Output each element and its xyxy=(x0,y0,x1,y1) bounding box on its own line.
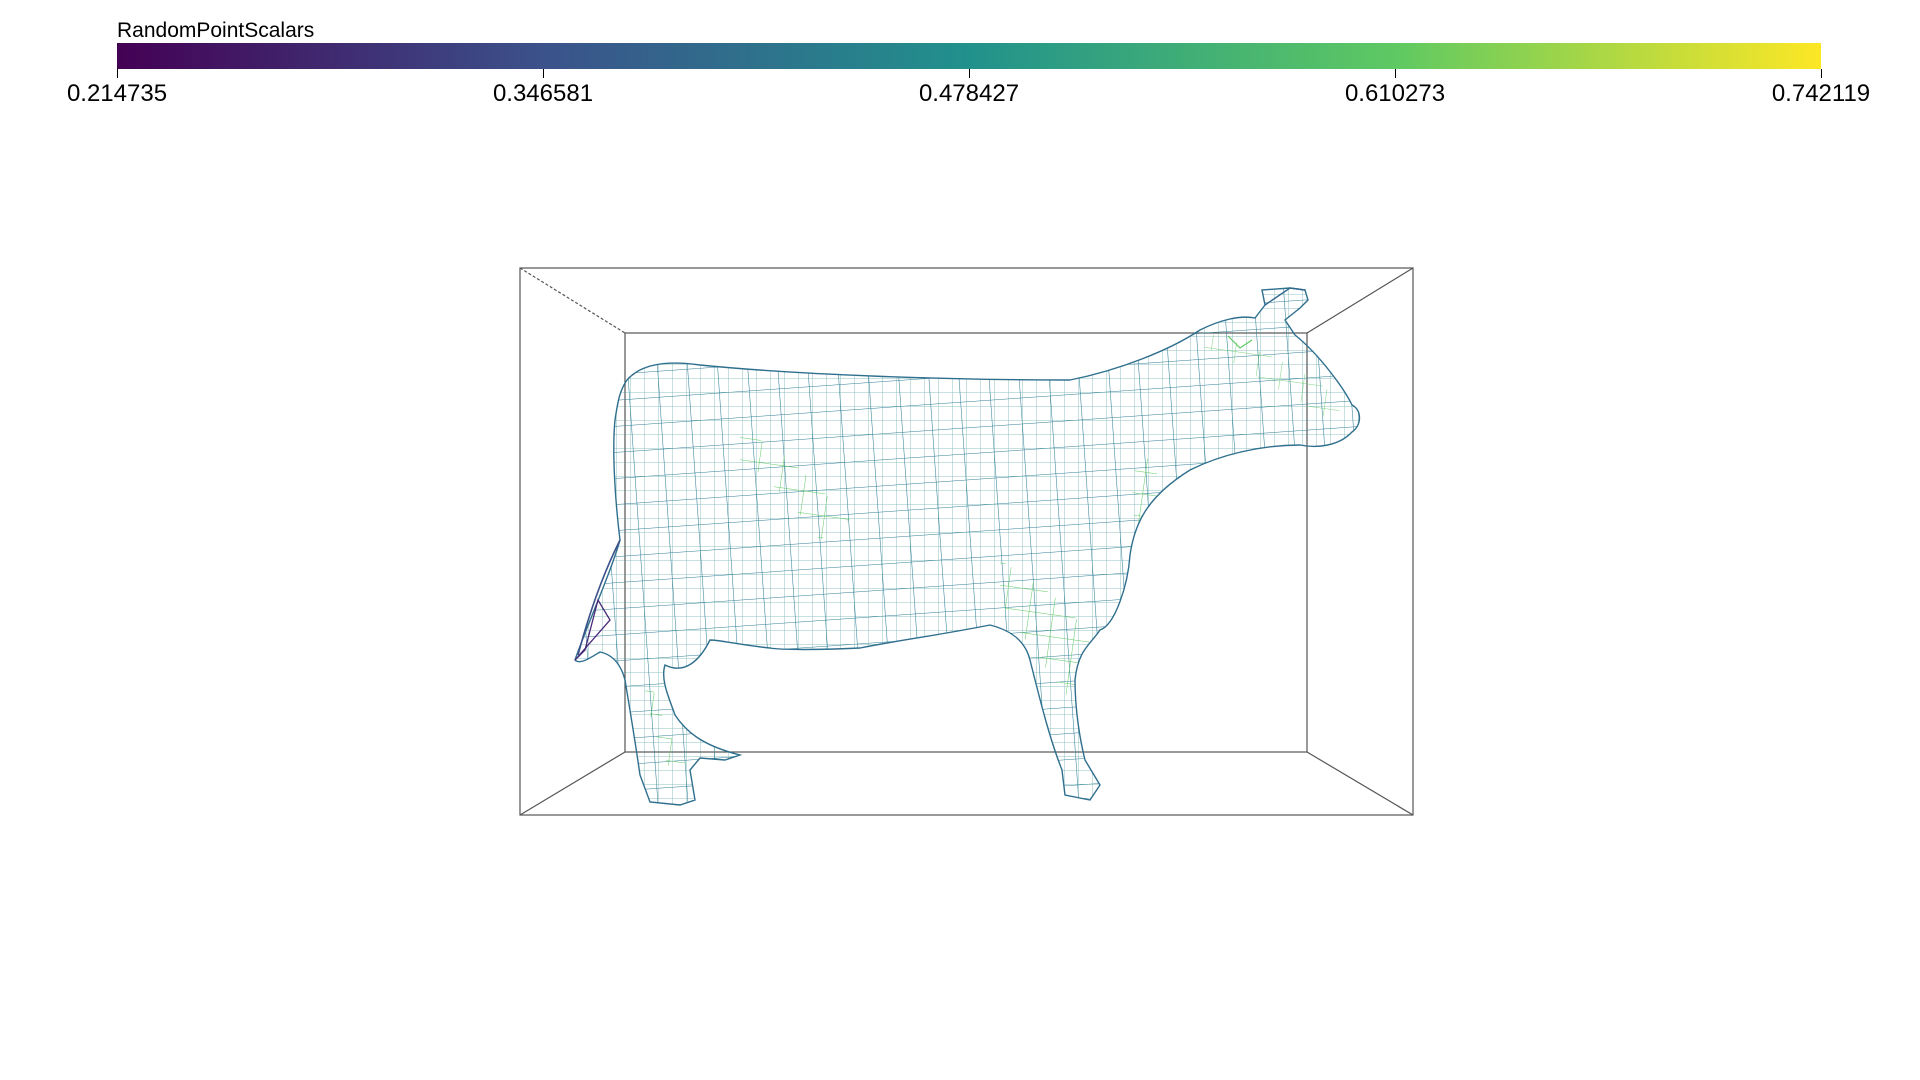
scalar-bar-tick xyxy=(543,69,544,78)
scalar-bar-tick-label: 0.610273 xyxy=(1344,80,1446,107)
cow-wireframe-mesh xyxy=(574,287,1361,806)
bounding-box-edge xyxy=(519,267,626,334)
scalar-bar-tick xyxy=(1821,69,1822,78)
scalar-bar-title: RandomPointScalars xyxy=(117,19,315,42)
scalar-bar-tick xyxy=(969,69,970,78)
scalar-bar-tick xyxy=(117,69,118,78)
bounding-box-edge xyxy=(1306,751,1414,816)
bounding-box-front-face xyxy=(519,267,1414,816)
bounding-box-edge xyxy=(1306,267,1414,334)
scalar-bar-tick-label-min: 0.214735 xyxy=(66,80,168,107)
scalar-bar: RandomPointScalars 0.214735 0.346581 0.4… xyxy=(0,0,1920,120)
scalar-bar-tick-label: 0.478427 xyxy=(918,80,1020,107)
scalar-bar-color-ramp xyxy=(117,43,1821,69)
scalar-bar-tick-label-max: 0.742119 xyxy=(1771,80,1871,107)
scalar-bar-tick xyxy=(1395,69,1396,78)
bounding-box-edge xyxy=(519,751,626,816)
scalar-bar-tick-label: 0.346581 xyxy=(492,80,594,107)
